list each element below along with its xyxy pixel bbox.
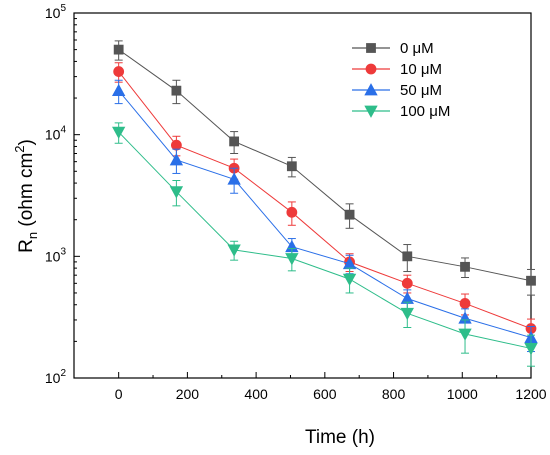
data-point (113, 44, 124, 55)
x-tick-label: 600 (313, 386, 337, 402)
y-tick-label: 103 (45, 246, 67, 264)
y-tick-label: 104 (45, 125, 67, 143)
x-tick-label: 0 (115, 386, 123, 402)
data-point (524, 343, 538, 356)
y-axis-title: Rn (ohm cm2) (12, 139, 40, 253)
data-point (229, 136, 240, 147)
data-point (344, 209, 355, 220)
data-point (227, 244, 241, 257)
x-tick-label: 800 (382, 386, 406, 402)
x-tick-label: 200 (176, 386, 200, 402)
y-axis-title-main: R (16, 239, 37, 253)
data-point (460, 261, 470, 272)
legend-item: 10 μM (352, 61, 442, 78)
y-axis-title-sup: 2 (12, 145, 27, 152)
x-axis-title: Time (h) (305, 427, 375, 448)
series-line (118, 49, 532, 282)
data-point (342, 273, 357, 286)
series-2 (111, 79, 538, 353)
legend-item: 50 μM (352, 82, 442, 99)
y-tick-label: 105 (45, 3, 67, 21)
series-3 (111, 122, 538, 367)
legend-item: 100 μM (352, 103, 450, 120)
data-point (169, 153, 184, 166)
y-axis-title-sub: n (25, 232, 40, 239)
data-point (401, 277, 413, 289)
data-point (111, 83, 126, 97)
plot-frame (73, 12, 532, 379)
legend-marker (366, 43, 376, 53)
series-0 (113, 40, 536, 296)
y-tick-label: 102 (45, 368, 67, 386)
data-point (169, 186, 184, 199)
data-point (286, 161, 297, 172)
series-line (118, 131, 532, 349)
series-layer (111, 40, 538, 367)
data-point (458, 328, 472, 341)
data-point (285, 253, 299, 266)
data-point (171, 85, 182, 96)
y-axis-title-rest: (ohm cm (16, 153, 37, 232)
data-point (170, 139, 182, 151)
data-point (111, 126, 126, 139)
series-line (118, 90, 532, 339)
legend-label: 50 μM (400, 82, 442, 99)
x-tick-label: 400 (244, 386, 268, 402)
series-line (118, 71, 532, 330)
legend-marker (365, 63, 377, 75)
legend: 0 μM 10 μM 50 μM 100 μM (352, 40, 450, 120)
x-tick-label: 1000 (447, 386, 478, 402)
x-tick-label: 1200 (515, 386, 546, 402)
legend-label: 100 μM (400, 103, 450, 120)
data-point (526, 275, 536, 286)
data-point (400, 307, 414, 321)
legend-label: 10 μM (400, 61, 442, 78)
legend-marker (364, 83, 378, 96)
data-point (286, 206, 298, 218)
data-point (459, 298, 471, 309)
legend-item: 0 μM (352, 40, 434, 57)
series-1 (113, 62, 537, 341)
y-axis-title-close: ) (16, 139, 37, 145)
data-point (227, 172, 241, 185)
data-point (402, 251, 413, 262)
legend-label: 0 μM (400, 40, 434, 57)
axis-ticks: 0 200 400 600 800 1000 1200 102 103 104 105 (45, 3, 547, 402)
legend-marker (364, 105, 378, 118)
data-point (113, 66, 125, 77)
